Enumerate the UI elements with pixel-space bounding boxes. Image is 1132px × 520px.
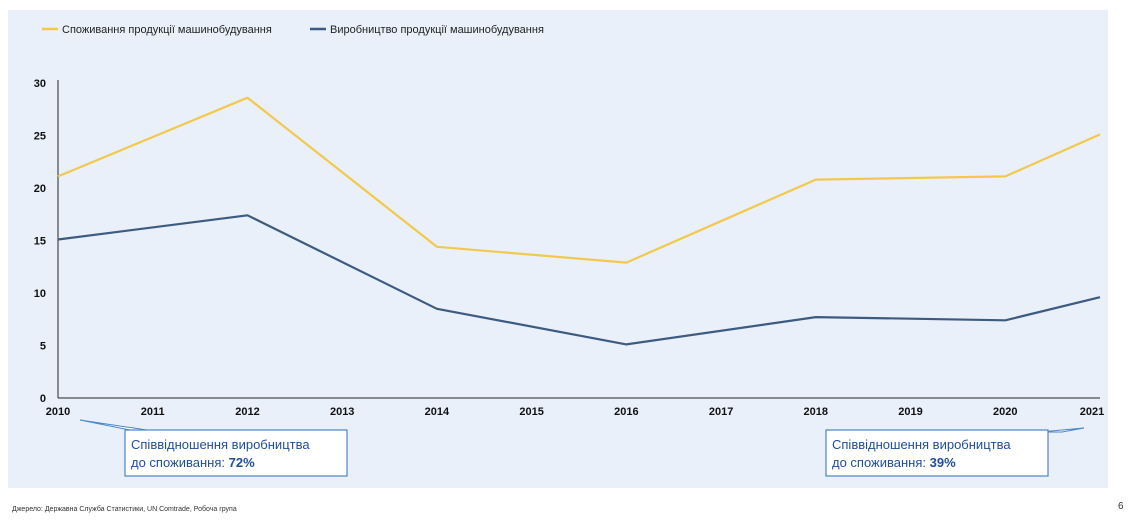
y-tick-label: 0: [40, 393, 46, 405]
y-axis-ticks: 0 5 10 15 20 25 30: [34, 78, 46, 405]
x-tick-label: 2015: [519, 406, 543, 418]
y-tick-label: 25: [34, 131, 46, 143]
y-tick-label: 5: [40, 341, 46, 353]
page-number: 6: [1118, 501, 1124, 512]
y-tick-label: 15: [34, 236, 46, 248]
y-tick-label: 10: [34, 288, 46, 300]
x-tick-label: 2021: [1080, 406, 1104, 418]
x-tick-label: 2016: [614, 406, 638, 418]
callout-2010-line1: Співвідношення виробництва: [131, 437, 310, 452]
legend-label-production: Виробництво продукції машинобудування: [330, 24, 544, 36]
callout-2021: Співвідношення виробництва до споживання…: [825, 427, 1085, 477]
callout-2021-line1: Співвідношення виробництва: [832, 437, 1011, 452]
footer-source: Джерело: Державна Служба Статистики, UN …: [12, 506, 237, 513]
callout-2010: Співвідношення виробництва до споживання…: [79, 419, 348, 477]
callout-2010-box: [124, 429, 348, 477]
y-tick-label: 30: [34, 78, 46, 90]
x-tick-label: 2011: [141, 406, 165, 418]
callout-2010-value: 72%: [229, 455, 255, 470]
legend: Споживання продукції машинобудування Вир…: [42, 24, 544, 36]
x-tick-label: 2019: [898, 406, 922, 418]
x-tick-label: 2010: [46, 406, 70, 418]
x-tick-label: 2013: [330, 406, 354, 418]
y-tick-label: 20: [34, 183, 46, 195]
x-tick-label: 2018: [804, 406, 828, 418]
callout-2010-prefix: до споживання:: [131, 455, 229, 470]
series-line-production: [57, 214, 1101, 346]
x-tick-label: 2014: [425, 406, 450, 418]
plot-background: [8, 10, 1108, 488]
x-tick-label: 2017: [709, 406, 733, 418]
x-tick-label: 2020: [993, 406, 1017, 418]
x-tick-label: 2012: [235, 406, 259, 418]
callout-2021-prefix: до споживання:: [832, 455, 930, 470]
legend-label-consumption: Споживання продукції машинобудування: [62, 24, 272, 36]
callout-2010-line2: до споживання: 72%: [131, 455, 255, 470]
callout-2021-line2: до споживання: 39%: [832, 455, 956, 470]
callout-2021-box: [825, 429, 1049, 477]
x-axis-ticks: 2010 2011 2012 2013 2014 2015 2016 2017 …: [46, 406, 1104, 418]
callout-2021-pointer: [1039, 427, 1085, 433]
series-line-consumption: [57, 96, 1101, 264]
callout-2021-value: 39%: [930, 455, 956, 470]
